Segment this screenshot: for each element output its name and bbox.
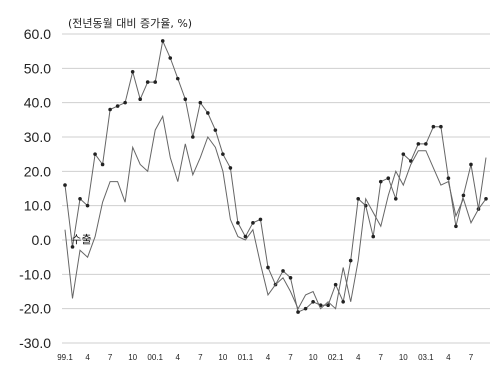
data-point — [100, 162, 105, 167]
data-point — [401, 152, 406, 156]
annotation-layer: 수출 — [71, 233, 91, 246]
y-tick-label: 40.0 — [24, 95, 51, 111]
data-point — [153, 80, 158, 84]
data-point — [251, 221, 255, 225]
grid-layer — [62, 33, 490, 344]
y-tick-label: 50.0 — [24, 60, 51, 76]
data-point — [236, 221, 240, 225]
series-line-1 — [64, 39, 487, 313]
x-tick-label: 10 — [309, 353, 318, 362]
series-label: 수출 — [71, 233, 91, 246]
data-point — [221, 152, 225, 156]
x-tick-label: 99.1 — [57, 353, 73, 362]
data-point — [386, 176, 391, 180]
data-point — [266, 265, 270, 270]
x-tick-label: 7 — [108, 353, 113, 362]
x-tick-label: 03.1 — [418, 353, 434, 362]
y-tick-label: 60.0 — [24, 26, 51, 42]
data-point — [93, 152, 97, 156]
data-point — [296, 310, 300, 314]
data-point — [461, 193, 466, 198]
data-point — [108, 107, 112, 112]
data-point — [446, 176, 451, 180]
x-tick-label: 4 — [85, 353, 90, 362]
data-point — [183, 97, 188, 102]
data-point — [258, 217, 263, 222]
x-axis-ticks: 99.1 4 7 10 00.1 4 7 10 01.1 4 7 10 02.1 4 7 10 03.1 4 7 — [57, 353, 474, 362]
x-tick-label: 7 — [379, 353, 384, 362]
data-point — [311, 300, 315, 304]
data-point — [198, 100, 203, 105]
x-tick-label: 7 — [198, 353, 203, 362]
x-tick-label: 4 — [176, 353, 181, 362]
data-point — [281, 269, 285, 273]
data-point — [206, 111, 210, 115]
data-point — [378, 179, 383, 184]
data-point — [326, 303, 330, 308]
data-point — [213, 128, 218, 132]
series-layer — [63, 39, 488, 314]
y-tick-label: 0.0 — [32, 232, 52, 248]
x-tick-label: 01.1 — [238, 353, 254, 362]
y-tick-label: -30.0 — [19, 335, 51, 351]
x-tick-label: 4 — [266, 353, 271, 362]
unit-note: (전년동월 대비 증가율, %) — [68, 17, 192, 30]
x-tick-label: 10 — [399, 353, 408, 362]
x-tick-label: 7 — [469, 353, 474, 362]
x-tick-label: 10 — [128, 353, 137, 362]
data-point — [160, 39, 165, 43]
x-tick-label: 10 — [218, 353, 227, 362]
x-tick-label: 4 — [446, 353, 451, 362]
data-point — [393, 197, 398, 201]
data-point — [85, 203, 90, 208]
x-tick-label: 4 — [356, 353, 361, 362]
data-point — [333, 282, 338, 287]
y-tick-label: -20.0 — [19, 301, 51, 317]
data-point — [424, 142, 428, 146]
data-point — [454, 224, 458, 229]
data-point — [168, 56, 173, 60]
data-point — [123, 100, 127, 105]
y-axis-ticks: 60.0 50.0 40.0 30.0 20.0 10.0 0.0 -10.0 -20.0 -30… — [19, 26, 51, 351]
x-tick-label: 02.1 — [328, 353, 344, 362]
data-point — [78, 197, 82, 201]
y-tick-label: 20.0 — [24, 163, 51, 179]
data-point — [228, 166, 233, 170]
data-point — [70, 245, 75, 249]
data-point — [191, 135, 195, 139]
data-point — [130, 69, 135, 74]
series-line-2 — [64, 114, 487, 310]
data-point — [243, 234, 248, 239]
y-tick-label: 10.0 — [24, 198, 51, 214]
data-point — [348, 258, 353, 263]
data-point — [175, 76, 180, 81]
data-point — [341, 300, 345, 304]
data-point — [469, 162, 473, 167]
data-point — [371, 234, 376, 239]
data-point — [416, 142, 421, 146]
data-point — [145, 80, 150, 84]
x-tick-label: 7 — [288, 353, 293, 362]
data-point — [288, 275, 293, 280]
x-tick-label: 00.1 — [147, 353, 163, 362]
data-point — [303, 306, 308, 311]
data-point — [63, 183, 67, 187]
data-point — [138, 97, 142, 102]
data-point — [439, 124, 443, 129]
y-tick-label: 30.0 — [24, 129, 51, 145]
data-point — [431, 124, 436, 129]
y-tick-label: -10.0 — [19, 266, 51, 282]
data-point — [356, 197, 360, 201]
data-point — [115, 104, 120, 108]
data-point — [484, 197, 488, 201]
